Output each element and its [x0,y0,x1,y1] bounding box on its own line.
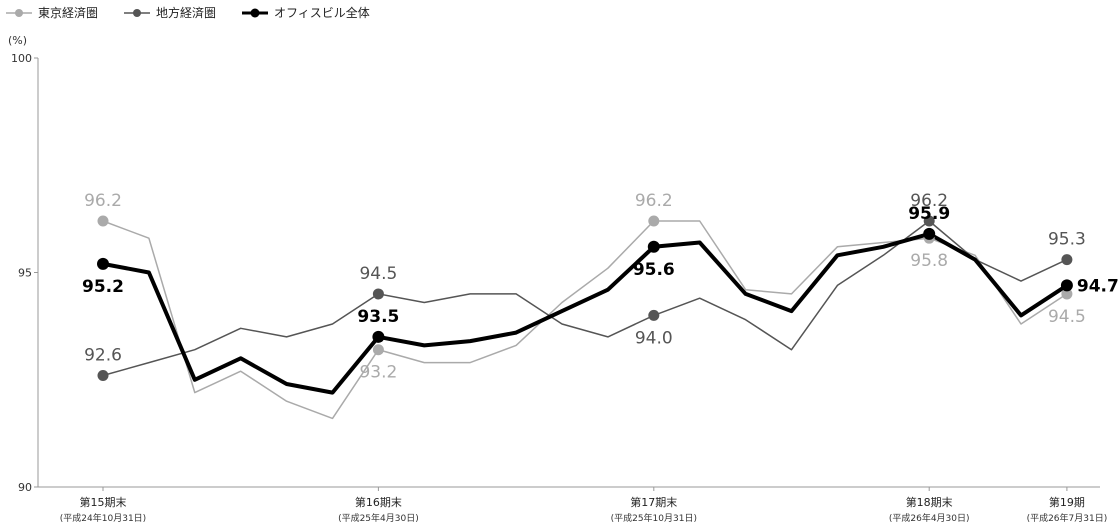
data-label-regional: 92.6 [84,345,122,365]
data-label-office-total: 95.2 [82,277,124,297]
marker-regional [1061,254,1073,266]
data-label-tokyo: 96.2 [635,191,673,211]
y-tick-label: 100 [11,52,32,65]
x-tick-label: 第17期末 [630,495,677,509]
legend-swatch-office-total [242,8,269,17]
marker-office-total [372,330,385,343]
x-tick-sublabel: (平成26年7月31日) [1027,512,1108,524]
marker-tokyo [648,215,660,227]
data-label-office-total: 93.5 [357,307,399,327]
data-label-regional: 95.3 [1048,230,1086,250]
marker-tokyo [1061,288,1073,300]
x-tick-sublabel: (平成24年10月31日) [60,512,146,524]
x-tick-label: 第15期末 [80,495,127,509]
legend-label-office-total: オフィスビル全体 [274,6,370,20]
y-tick-label: 95 [18,267,32,280]
data-label-office-total: 94.7 [1077,276,1118,296]
marker-office-total [647,240,660,253]
legend: 東京経済圏 地方経済圏 オフィスビル全体 [6,4,370,21]
marker-tokyo [372,344,384,356]
marker-regional [648,309,660,321]
series-markers [97,215,1073,381]
legend-label-tokyo: 東京経済圏 [38,6,99,20]
y-ticks: 90 95 100 [11,52,38,494]
legend-item-office-total: オフィスビル全体 [242,4,370,21]
x-tick-label: 第16期末 [355,495,402,509]
marker-tokyo [97,215,109,227]
data-label-regional: 94.0 [635,328,673,348]
legend-item-regional: 地方経済圏 [124,4,216,21]
data-label-tokyo: 94.5 [1048,307,1086,327]
data-label-office-total: 95.9 [908,204,950,224]
legend-swatch-regional [124,8,151,17]
legend-label-regional: 地方経済圏 [156,6,217,20]
marker-office-total [97,257,109,270]
x-tick-sublabel: (平成26年4月30日) [889,512,970,524]
data-label-regional: 96.2 [910,191,948,211]
series-line-regional [102,220,1068,377]
marker-regional [372,288,384,300]
x-tick-sublabel: (平成25年10月31日) [611,512,697,524]
category-labels: 第15期末 (平成24年10月31日) 第16期末 (平成25年4月30日) 第17期末… [60,487,1107,524]
marker-regional [97,369,109,381]
x-tick-label: 第18期末 [906,495,953,509]
marker-office-total [1060,279,1073,292]
x-tick-label: 第19期 [1049,495,1085,509]
data-label-office-total: 95.6 [633,260,675,280]
y-tick-label: 90 [18,481,32,494]
series-line-office-total [102,231,1068,395]
data-label-tokyo: 96.2 [84,191,122,211]
data-label-tokyo: 95.8 [910,251,948,271]
legend-swatch-tokyo [6,8,32,17]
x-tick-sublabel: (平成25年4月30日) [338,512,419,524]
data-label-regional: 94.5 [359,264,397,284]
marker-office-total [923,227,936,240]
legend-item-tokyo: 東京経済圏 [6,4,98,21]
data-label-tokyo: 93.2 [359,363,397,383]
value-labels: 96.2 93.2 96.2 95.8 94.5 92.6 94.5 94.0 96.2 95.3… [82,191,1118,383]
y-axis-unit-label: (%) [8,34,27,47]
series-lines [102,220,1068,420]
marker-regional [923,215,935,227]
